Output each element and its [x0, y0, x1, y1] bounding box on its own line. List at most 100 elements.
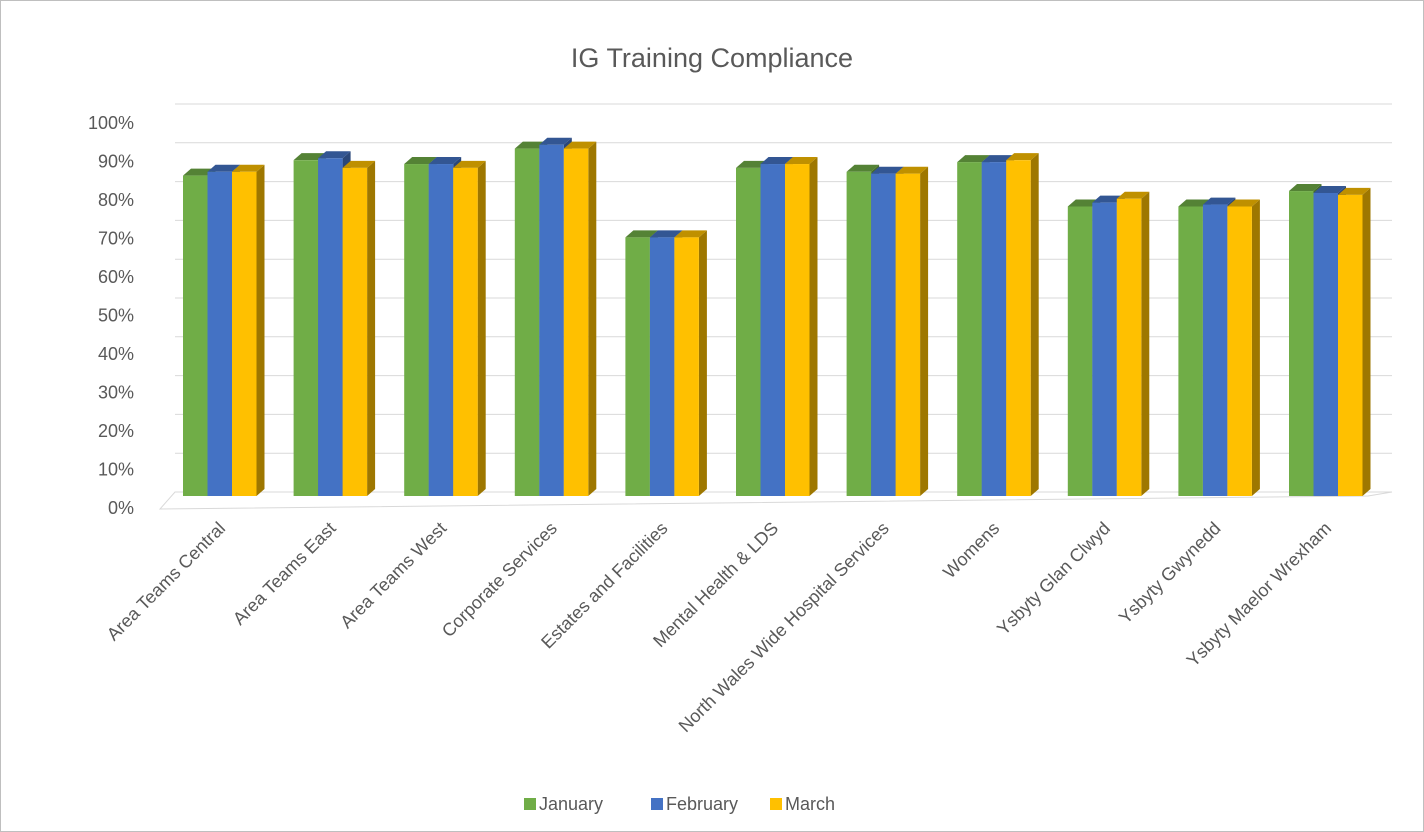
bar-front — [957, 162, 982, 497]
y-tick-label: 60% — [98, 267, 134, 287]
bar — [895, 166, 929, 496]
bar-top — [1067, 199, 1101, 207]
bar-side — [256, 164, 265, 496]
y-tick-label: 90% — [98, 151, 134, 171]
bar-side — [588, 141, 597, 496]
bar-top — [183, 168, 216, 176]
bar — [453, 160, 486, 496]
bar-front — [1116, 198, 1142, 496]
bar — [674, 230, 707, 496]
bar-top — [293, 153, 327, 161]
bar-top — [981, 155, 1015, 163]
bar-front — [1313, 192, 1338, 497]
y-tick-label: 70% — [98, 228, 134, 248]
bar-top — [1313, 185, 1346, 193]
bar-top — [1289, 184, 1322, 192]
bar-front — [871, 173, 896, 496]
bar-front — [1092, 202, 1117, 496]
bar-top — [1227, 199, 1260, 207]
bar-top — [404, 157, 437, 165]
bar-front — [1289, 191, 1314, 496]
bar-front — [895, 173, 921, 496]
bar-front — [1338, 194, 1363, 497]
bar-top — [846, 164, 880, 172]
bar-front — [625, 237, 650, 496]
bar-front — [981, 162, 1007, 497]
bar-top — [649, 230, 683, 238]
bar-side — [367, 160, 376, 496]
bar-front — [1067, 206, 1093, 496]
y-tick-label: 50% — [98, 305, 134, 325]
bar-front — [342, 167, 368, 496]
bar-front — [539, 144, 564, 497]
bar-top — [1202, 197, 1236, 205]
bar-front — [453, 167, 478, 496]
bar-side — [1030, 153, 1039, 496]
y-tick-label: 40% — [98, 344, 134, 364]
bar-front — [514, 148, 540, 496]
bar-top — [895, 166, 929, 174]
y-tick-label: 80% — [98, 190, 134, 210]
y-tick-label: 100% — [88, 113, 134, 133]
y-tick-label: 20% — [98, 421, 134, 441]
bar-top — [453, 160, 486, 168]
bar-top — [342, 160, 376, 168]
bar — [232, 164, 265, 496]
bar-top — [207, 164, 240, 172]
bar-front — [428, 164, 454, 497]
bar-side — [809, 157, 818, 497]
bar-front — [1202, 204, 1228, 496]
legend-label: January — [539, 794, 603, 814]
bar — [342, 160, 376, 496]
chart-title: IG Training Compliance — [571, 43, 853, 73]
bar-front — [674, 237, 699, 496]
bar-front — [760, 164, 785, 497]
bar — [785, 157, 818, 497]
bar-front — [318, 158, 343, 496]
bar-side — [920, 166, 929, 496]
bar-front — [563, 148, 589, 496]
bar-front — [293, 160, 319, 496]
bar-top — [1178, 199, 1211, 207]
bar — [539, 137, 572, 497]
bar-front — [846, 171, 872, 496]
bar-top — [625, 230, 658, 238]
bar-top — [1092, 195, 1125, 203]
bar-top — [232, 164, 265, 172]
legend-swatch — [524, 798, 536, 810]
y-tick-label: 0% — [108, 498, 134, 518]
bar-front — [1178, 206, 1203, 496]
bar-top — [760, 157, 793, 165]
bar-front — [232, 171, 257, 496]
legend-swatch — [770, 798, 782, 810]
legend-label: February — [666, 794, 738, 814]
bar — [1006, 153, 1039, 496]
legend-label: March — [785, 794, 835, 814]
bar-top — [957, 155, 990, 163]
bar-front — [404, 164, 429, 497]
bar-front — [207, 171, 232, 496]
bar-front — [785, 164, 810, 497]
bar-top — [1116, 191, 1150, 199]
bar-side — [1251, 199, 1260, 496]
bar-front — [736, 167, 761, 496]
bar-top — [1006, 153, 1039, 161]
bar-front — [1227, 206, 1252, 496]
bar-top — [563, 141, 597, 149]
bar-top — [428, 157, 462, 165]
bar-top — [785, 157, 818, 165]
bar-side — [698, 230, 707, 496]
legend-swatch — [651, 798, 663, 810]
bar-front — [1006, 160, 1031, 496]
bar-top — [318, 151, 351, 159]
bar — [1227, 199, 1260, 496]
bar — [1116, 191, 1150, 496]
bar — [563, 141, 597, 496]
bar-top — [674, 230, 707, 238]
y-tick-label: 10% — [98, 459, 134, 479]
bar-side — [1362, 187, 1371, 497]
bar-side — [1141, 191, 1150, 496]
bar-front — [183, 175, 208, 496]
bar-top — [539, 137, 572, 145]
